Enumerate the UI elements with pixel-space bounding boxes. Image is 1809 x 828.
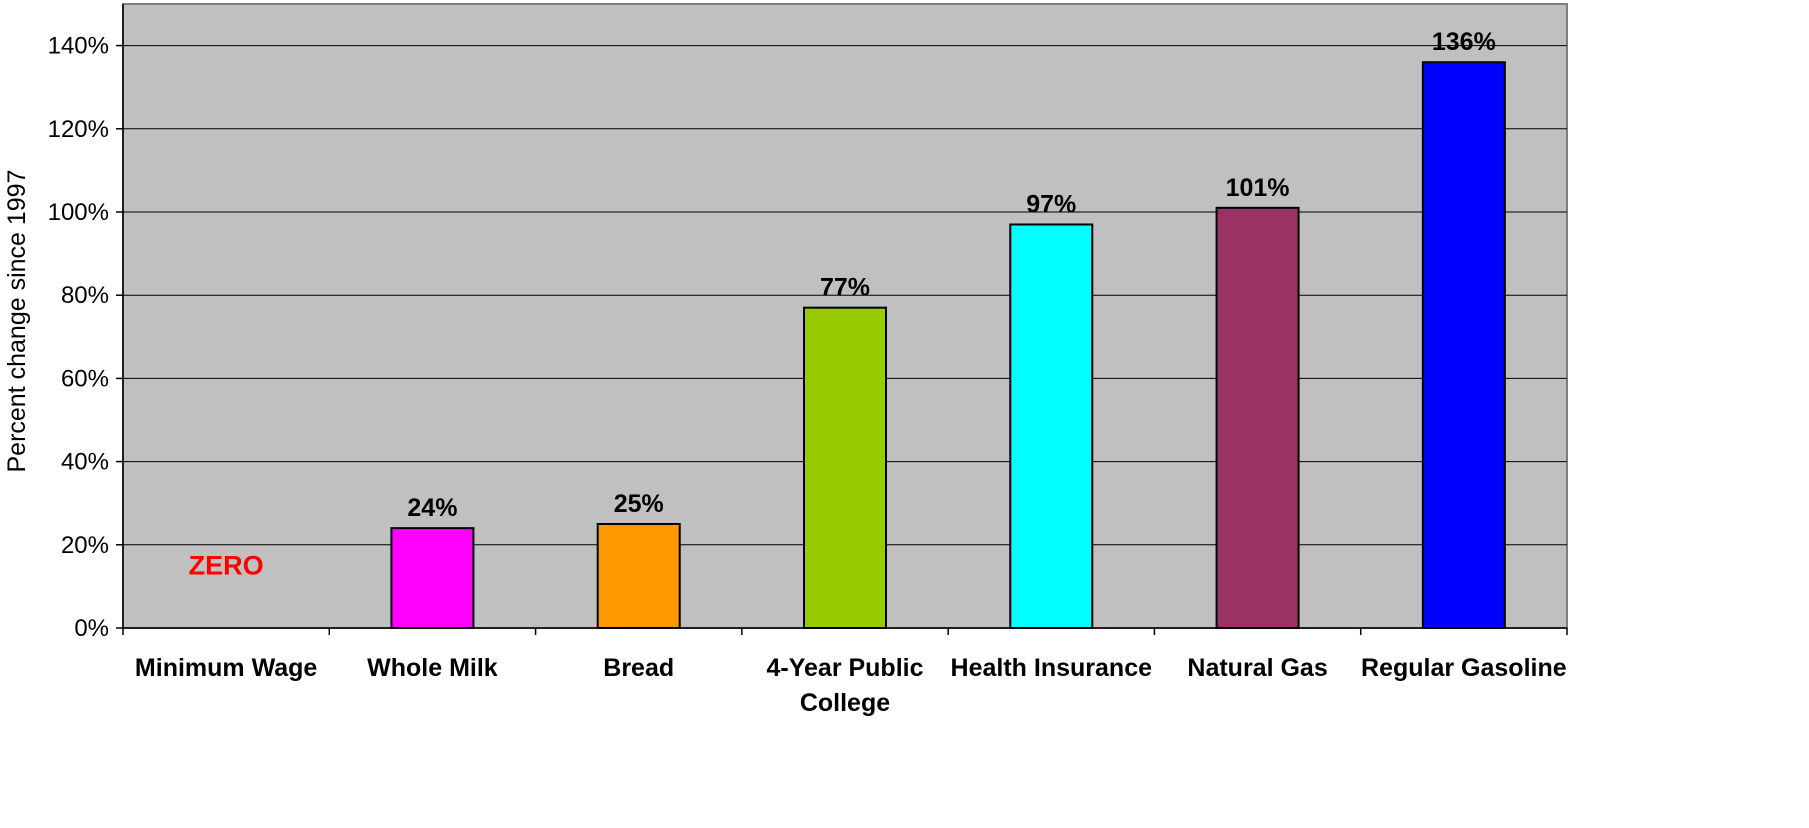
data-label: 101% [1226, 174, 1290, 202]
bars [390, 61, 1506, 630]
x-tick-label: Whole Milk [367, 654, 498, 682]
data-label: 97% [1026, 190, 1076, 218]
bar [1421, 61, 1506, 630]
bar [390, 527, 475, 629]
y-tick-label: 140% [48, 33, 109, 60]
labels: 0% 20% 40% 60% 80% 100% 120% 140% ZERO Minimum Wa… [3, 28, 1567, 717]
y-tick-label: 0% [74, 615, 109, 642]
bar [1215, 206, 1300, 629]
y-tick-label: 40% [61, 449, 109, 476]
y-tick-label: 20% [61, 532, 109, 559]
bar [1009, 223, 1094, 629]
x-tick-label: Health Insurance [951, 654, 1153, 682]
y-tick-label: 80% [61, 282, 109, 309]
bar [596, 523, 681, 629]
x-tick-label: Bread [603, 654, 674, 682]
axes [116, 4, 1568, 635]
y-axis-label: Percent change since 1997 [3, 170, 31, 473]
gridlines [123, 45, 1567, 546]
bar [803, 306, 887, 629]
y-tick-label: 120% [48, 116, 109, 143]
data-label: 25% [614, 490, 664, 518]
x-tick-label: Minimum Wage [135, 654, 318, 682]
y-tick-label: 60% [61, 365, 109, 392]
x-tick-label: Natural Gas [1187, 654, 1327, 682]
x-tick-label: 4-Year Public [766, 654, 923, 682]
x-tick-label: College [800, 689, 890, 717]
data-label: 136% [1432, 28, 1496, 56]
data-label: 24% [407, 494, 457, 522]
x-tick-label: Regular Gasoline [1361, 654, 1567, 682]
data-label: 77% [820, 274, 870, 302]
data-label: ZERO [189, 551, 264, 581]
y-tick-label: 100% [48, 199, 109, 226]
